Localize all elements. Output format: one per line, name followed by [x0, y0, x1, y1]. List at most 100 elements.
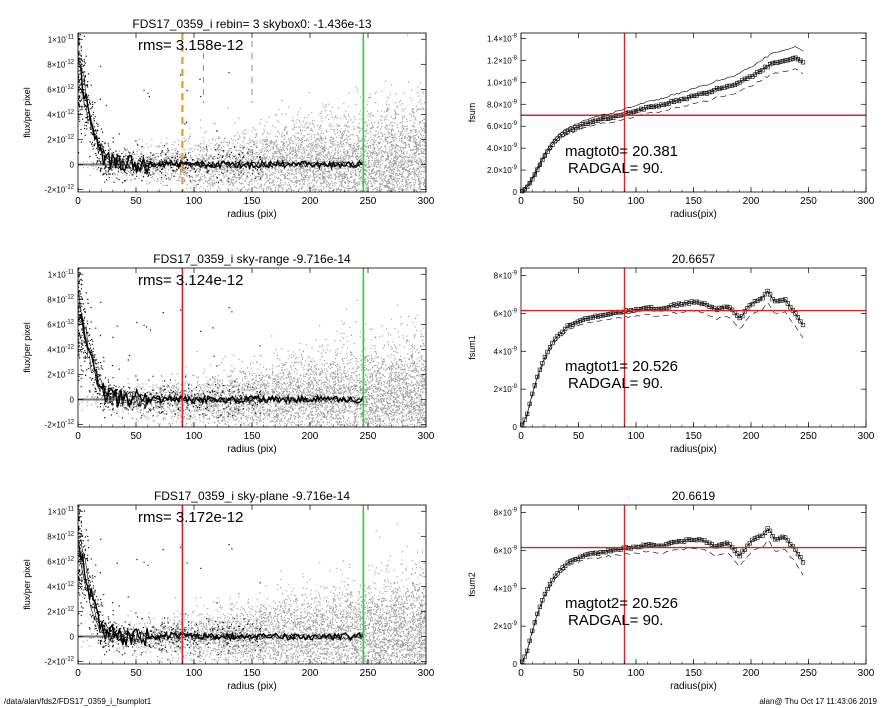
- magtot-annotation: magtot0= 20.381: [565, 143, 678, 160]
- x-tick-label: 0: [75, 431, 81, 442]
- magtot-annotation: magtot2= 20.526: [565, 595, 678, 612]
- y-tick-label: 0: [70, 395, 75, 404]
- panel-2: 0 50 100 150 200 250 300 0 2.0×10-9 4.0×10-9 6.0×1…: [467, 32, 875, 220]
- x-tick-label: 100: [186, 431, 203, 442]
- panel-6: 0 50 100 150 200 250 300 0 2×10-9 4×10-9 6×10-9 8×1…: [467, 489, 875, 692]
- x-tick-label: 0: [518, 668, 524, 679]
- x-tick-label: 0: [518, 431, 524, 442]
- x-tick-label: 200: [302, 668, 319, 679]
- y-tick-label: 1.4×10-8: [487, 33, 518, 43]
- x-tick-label: 300: [418, 431, 435, 442]
- panel-title: FDS17_0359_i rebin= 3 skybox0: -1.436e-1…: [132, 17, 371, 31]
- x-tick-label: 50: [130, 668, 142, 679]
- x-tick-label: 150: [685, 668, 702, 679]
- lower-envelope: [521, 539, 804, 664]
- x-tick-label: 300: [858, 668, 875, 679]
- x-tick-label: 250: [800, 431, 817, 442]
- x-tick-label: 50: [130, 196, 142, 207]
- profile-lower: [78, 561, 364, 645]
- panel-title: FDS17_0359_i sky-range -9.716e-14: [153, 252, 351, 266]
- sky-scatter: [79, 299, 426, 427]
- x-axis-label: radius (pix): [227, 681, 276, 692]
- x-tick-label: 250: [360, 196, 377, 207]
- panel-title: 20.6657: [672, 252, 716, 266]
- rms-annotation: rms= 3.124e-12: [138, 272, 243, 289]
- rms-annotation: rms= 3.158e-12: [138, 37, 243, 54]
- y-tick-label: 0: [513, 423, 518, 432]
- footer-stamp: alan@ Thu Oct 17 11:43:06 2019: [759, 697, 877, 706]
- x-tick-label: 50: [573, 431, 585, 442]
- x-tick-label: 200: [743, 668, 760, 679]
- x-axis-label: radius(pix): [670, 209, 717, 220]
- y-tick-label: 4.0×10-9: [487, 143, 518, 153]
- x-tick-label: 200: [302, 431, 319, 442]
- y-tick-label: 4×10-9: [494, 583, 518, 593]
- x-axis-label: radius(pix): [670, 444, 717, 455]
- y-tick-label: 6×10-12: [47, 319, 74, 329]
- y-tick-label: 1.2×10-8: [487, 55, 518, 65]
- y-tick-label: 6.0×10-9: [487, 121, 518, 131]
- x-tick-label: 150: [685, 196, 702, 207]
- profile-upper: [78, 538, 364, 645]
- x-tick-label: 300: [418, 196, 435, 207]
- panel-4: 0 50 100 150 200 250 300 0 2×10-9 4×10-9 6×10-9 8×1…: [467, 252, 875, 455]
- profile-mean: [78, 313, 364, 409]
- x-axis-label: radius(pix): [670, 681, 717, 692]
- panel-title: 20.6619: [672, 489, 716, 503]
- x-tick-label: 100: [186, 668, 203, 679]
- y-tick-label: 4×10-12: [47, 109, 74, 119]
- y-axis-label: fsum2: [467, 572, 477, 597]
- panel-1: 0 50 100 150 200 250 300-2×10-1202×10-124×10-1…: [22, 17, 435, 220]
- y-tick-label: 1×10-11: [48, 506, 75, 516]
- y-tick-label: 0: [70, 160, 75, 169]
- y-tick-label: -2×10-12: [45, 419, 75, 429]
- y-axis-label: flux/per pixel: [22, 87, 32, 138]
- x-tick-label: 300: [858, 431, 875, 442]
- y-axis-label: flux/per pixel: [22, 322, 32, 373]
- y-tick-label: 1×10-11: [48, 34, 75, 44]
- y-tick-label: 1×10-11: [48, 269, 75, 279]
- y-tick-label: 2×10-12: [47, 134, 74, 144]
- x-tick-label: 100: [628, 431, 645, 442]
- x-tick-label: 0: [518, 196, 524, 207]
- magtot-annotation: magtot1= 20.526: [565, 358, 678, 375]
- x-tick-label: 200: [743, 196, 760, 207]
- fsum-markers: [520, 55, 806, 194]
- x-tick-label: 50: [130, 431, 142, 442]
- panel-5: 0 50 100 150 200 250 300-2×10-1202×10-124×10-1…: [22, 489, 435, 692]
- y-tick-label: 8×10-12: [47, 531, 74, 541]
- fsum-curve: [521, 290, 804, 425]
- plot-area: [78, 505, 426, 664]
- galaxy-points: [78, 505, 265, 657]
- y-tick-label: -2×10-12: [45, 184, 75, 194]
- x-tick-label: 150: [685, 431, 702, 442]
- y-tick-label: 0: [70, 632, 75, 641]
- y-tick-label: 8.0×10-9: [487, 99, 518, 109]
- x-tick-label: 250: [800, 196, 817, 207]
- plot-frame: [520, 267, 867, 428]
- panel-title: FDS17_0359_i sky-plane -9.716e-14: [154, 489, 350, 503]
- x-tick-label: 0: [75, 196, 81, 207]
- y-tick-label: 6×10-12: [47, 556, 74, 566]
- x-tick-label: 250: [800, 668, 817, 679]
- upper-envelope: [521, 46, 804, 190]
- x-tick-label: 100: [186, 196, 203, 207]
- x-tick-label: 300: [418, 668, 435, 679]
- x-tick-label: 200: [302, 196, 319, 207]
- y-axis-label: flux/per pixel: [22, 559, 32, 610]
- y-axis-label: fsum: [467, 103, 477, 123]
- x-tick-label: 300: [858, 196, 875, 207]
- y-tick-label: 0: [513, 188, 518, 197]
- fsum-curve: [521, 57, 804, 192]
- x-tick-label: 100: [628, 668, 645, 679]
- y-tick-label: 1.0×10-8: [487, 77, 518, 87]
- x-tick-label: 0: [75, 668, 81, 679]
- x-tick-label: 50: [573, 668, 585, 679]
- x-tick-label: 150: [244, 668, 261, 679]
- y-tick-label: 2×10-12: [47, 369, 74, 379]
- x-tick-label: 100: [628, 196, 645, 207]
- y-tick-label: 4×10-12: [47, 581, 74, 591]
- y-tick-label: 6×10-12: [47, 84, 74, 94]
- x-tick-label: 150: [244, 431, 261, 442]
